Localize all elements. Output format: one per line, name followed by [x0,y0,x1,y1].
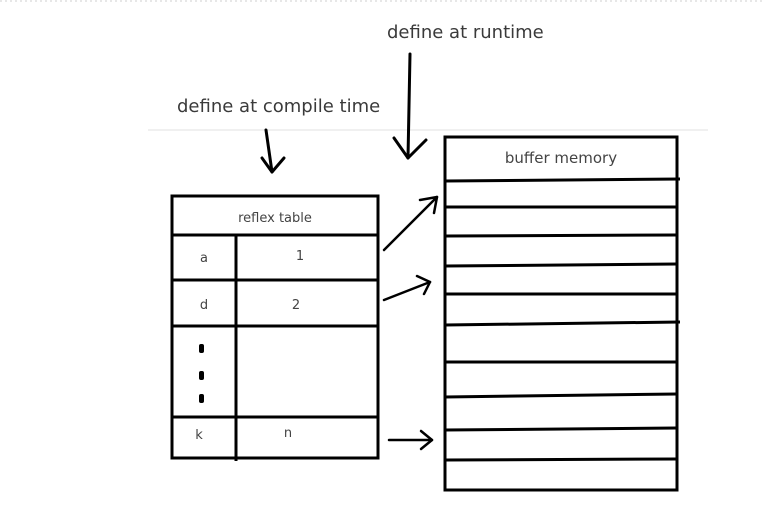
row-d-key: d [199,298,209,313]
ellipsis-dots [199,344,204,403]
reflex-table [170,194,380,461]
reflex-table-title: reflex table [238,211,312,226]
row-a-value: 1 [295,249,305,264]
compile-down-arrow [260,128,286,174]
row-a-key: a [200,251,208,266]
compile-time-label: define at compile time [177,96,381,117]
arrow-d [382,274,432,302]
runtime-down-arrow [392,52,428,160]
row-k-key: k [195,428,203,443]
runtime-label: define at runtime [387,22,544,43]
row-k-value: n [283,426,293,441]
buffer-memory-title: buffer memory [504,149,618,167]
row-d-value: 2 [291,298,301,313]
arrow-a [382,195,439,252]
arrow-k [387,429,434,451]
buffer-memory [443,135,681,492]
